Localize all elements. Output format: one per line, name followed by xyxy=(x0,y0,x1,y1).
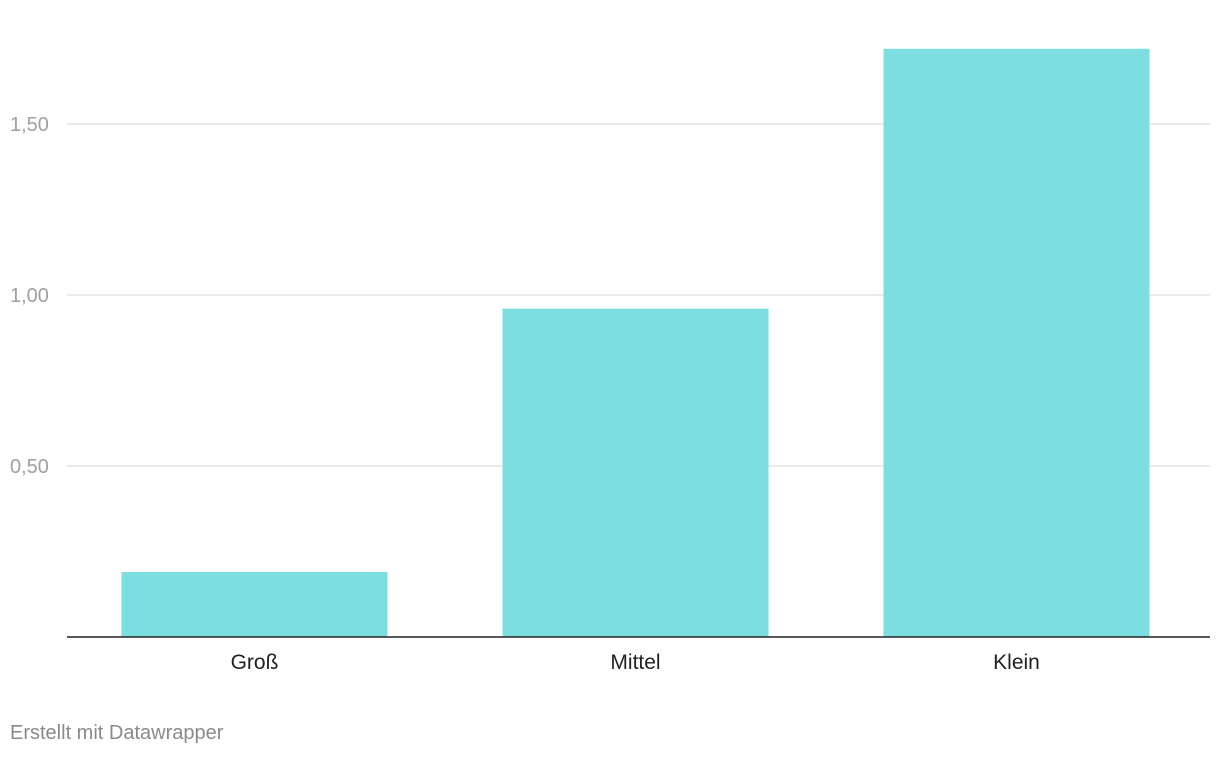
bar-chart: 0,50 1,00 1,50 Groß Mittel Klein xyxy=(10,48,1210,674)
bar-klein xyxy=(883,48,1150,637)
x-tick-label: Klein xyxy=(993,651,1040,674)
y-tick-label: 1,50 xyxy=(10,114,49,136)
footer-credit: Erstellt mit Datawrapper xyxy=(10,722,224,744)
bar-mittel xyxy=(502,308,769,637)
x-tick-label: Mittel xyxy=(610,651,660,674)
y-tick-label: 0,50 xyxy=(10,456,49,478)
bar-groß xyxy=(121,572,388,637)
y-tick-label: 1,00 xyxy=(10,285,49,307)
x-tick-label: Groß xyxy=(231,651,279,674)
